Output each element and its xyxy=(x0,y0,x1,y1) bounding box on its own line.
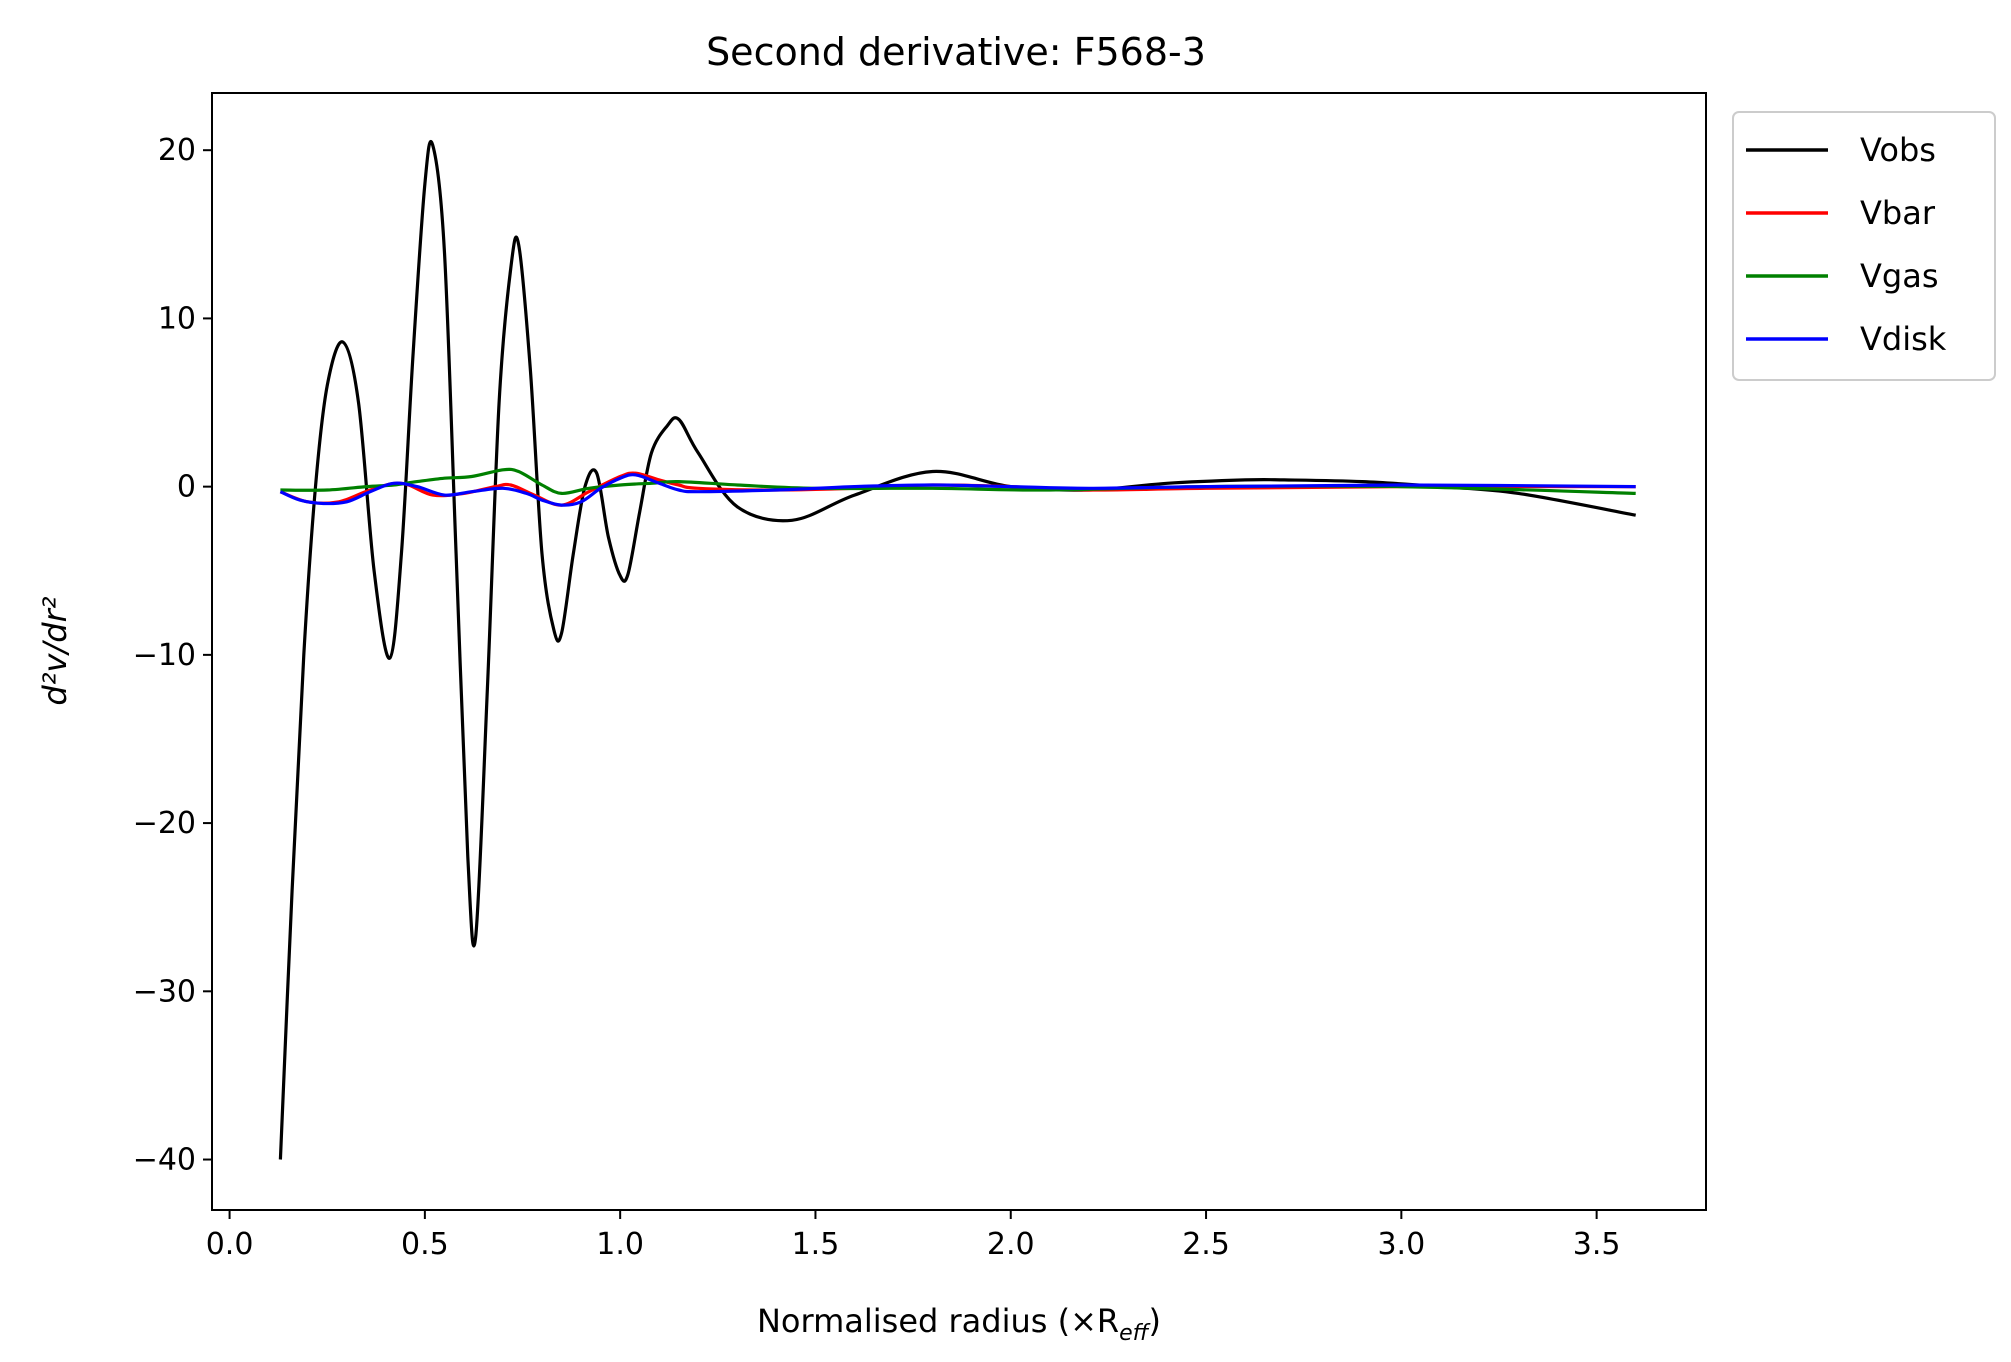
legend-frame xyxy=(1732,111,1996,381)
legend-label-vbar: Vbar xyxy=(1860,194,1936,232)
legend-label-vobs: Vobs xyxy=(1860,131,1936,169)
x-tick-label: 1.0 xyxy=(596,1227,644,1262)
plot-area xyxy=(278,139,1636,1160)
legend: Vobs Vbar Vgas Vdisk xyxy=(1732,111,1996,381)
y-tick-label: 20 xyxy=(158,133,196,168)
series-line-vdisk xyxy=(279,473,1636,507)
x-axis: 0.0 0.5 1.0 1.5 2.0 2.5 3.0 3.5 xyxy=(206,1210,1621,1262)
y-tick-label: −20 xyxy=(133,806,196,841)
chart-title: Second derivative: F568-3 xyxy=(706,30,1206,74)
y-tick-label: −30 xyxy=(133,974,196,1009)
x-axis-label-subscript: eff xyxy=(1119,1321,1151,1346)
plot-frame xyxy=(211,92,1707,1211)
legend-label-vdisk: Vdisk xyxy=(1860,320,1947,358)
x-tick-label: 2.0 xyxy=(987,1227,1035,1262)
y-tick-label: −40 xyxy=(133,1143,196,1178)
x-tick-label: 0.5 xyxy=(401,1227,449,1262)
y-tick-label: 0 xyxy=(177,470,196,505)
legend-label-vgas: Vgas xyxy=(1860,257,1938,295)
y-tick-label: −10 xyxy=(133,638,196,673)
x-axis-label-close: ) xyxy=(1149,1302,1161,1340)
x-tick-label: 3.5 xyxy=(1573,1227,1621,1262)
x-tick-label: 0.0 xyxy=(206,1227,254,1262)
x-tick-label: 2.5 xyxy=(1182,1227,1230,1262)
y-axis: 20 10 0 −10 −20 −30 −40 xyxy=(133,133,212,1178)
x-tick-label: 3.0 xyxy=(1377,1227,1425,1262)
x-axis-label-main: Normalised radius (×R xyxy=(757,1302,1119,1340)
x-axis-label: Normalised radius (×Reff) xyxy=(757,1302,1161,1346)
series-line-vobs xyxy=(278,139,1636,1160)
y-axis-label: d²v/dr² xyxy=(36,596,74,705)
x-tick-label: 1.5 xyxy=(792,1227,840,1262)
y-tick-label: 10 xyxy=(158,301,196,336)
